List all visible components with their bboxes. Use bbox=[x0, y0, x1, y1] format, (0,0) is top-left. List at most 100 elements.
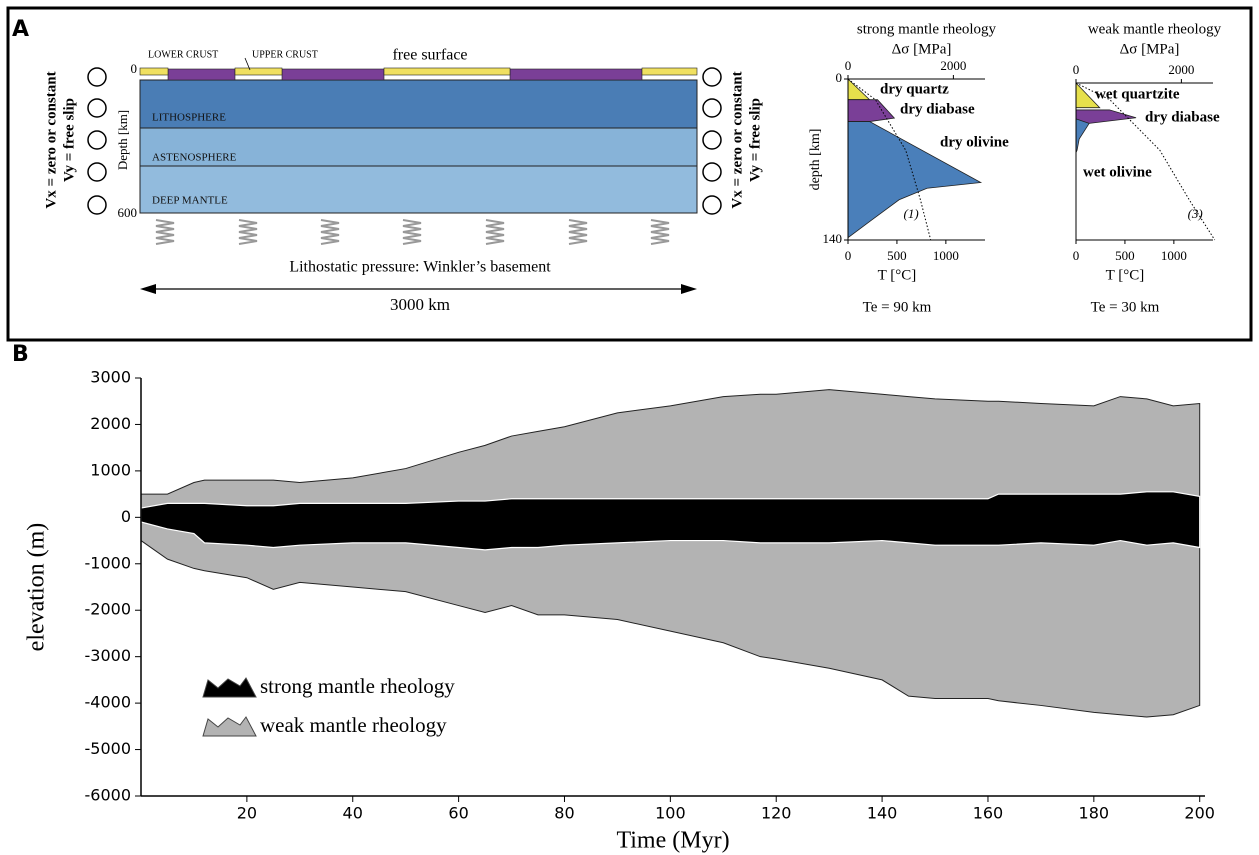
elevation-band bbox=[140, 491, 1201, 551]
x-tick-label: 200 bbox=[1184, 804, 1215, 823]
y-tick-label: -2000 bbox=[85, 600, 132, 619]
x2-axis-label: Δσ [MPa] bbox=[1120, 41, 1180, 57]
x-tick-label: 40 bbox=[343, 804, 363, 823]
envelope-label: dry diabase bbox=[900, 101, 975, 117]
x-tick-label: 140 bbox=[867, 804, 898, 823]
x-tick-label: 160 bbox=[973, 804, 1004, 823]
x-tick-label: 500 bbox=[1115, 248, 1135, 263]
spring bbox=[650, 219, 670, 245]
x-axis-label: T [°C] bbox=[1106, 267, 1145, 283]
envelope-label: dry quartz bbox=[880, 81, 949, 97]
upper-crust bbox=[383, 67, 511, 76]
roller bbox=[87, 98, 107, 118]
upper-crust bbox=[234, 67, 283, 76]
y-tick-label: 3000 bbox=[90, 368, 131, 387]
roller bbox=[87, 67, 107, 87]
x2-tick-label: 0 bbox=[845, 58, 852, 73]
roller bbox=[702, 195, 722, 215]
roller bbox=[87, 162, 107, 182]
boundary-condition: Vy = free slip bbox=[747, 98, 763, 182]
y-tick-label: -4000 bbox=[85, 693, 132, 712]
geotherm-label: (1) bbox=[904, 206, 919, 221]
x-tick-label: 100 bbox=[655, 804, 686, 823]
envelope-label: wet quartzite bbox=[1095, 86, 1180, 102]
layer-label: DEEP MANTLE bbox=[152, 195, 228, 207]
x2-tick-label: 2000 bbox=[1168, 62, 1194, 77]
upper-crust bbox=[641, 67, 698, 76]
upper-crust bbox=[139, 67, 169, 76]
deep-mantle bbox=[139, 165, 698, 214]
y-tick-label: -1000 bbox=[85, 553, 132, 572]
spring bbox=[238, 219, 258, 245]
geotherm bbox=[1075, 82, 1216, 241]
lower-crust bbox=[281, 68, 385, 81]
x-axis-label: T [°C] bbox=[878, 267, 917, 283]
astenosphere bbox=[139, 127, 698, 167]
roller bbox=[87, 195, 107, 215]
x-tick-label: 0 bbox=[1073, 248, 1080, 263]
chart-title: weak mantle rheology bbox=[1088, 21, 1222, 37]
legend-label: strong mantle rheology bbox=[260, 674, 455, 698]
roller bbox=[702, 130, 722, 150]
spring bbox=[568, 219, 588, 245]
x-tick-label: 0 bbox=[845, 248, 852, 263]
geotherm-label: (3) bbox=[1188, 206, 1203, 221]
x-axis-label: Time (Myr) bbox=[616, 828, 729, 854]
panel-label: A bbox=[12, 17, 29, 42]
y-tick-label: -6000 bbox=[85, 786, 132, 805]
lower-crust bbox=[167, 68, 236, 81]
lower-crust bbox=[509, 68, 643, 81]
layer-label: LOWER CRUST bbox=[148, 49, 218, 60]
free-surface: free surface bbox=[392, 47, 467, 64]
spring bbox=[320, 219, 340, 245]
x2-tick-label: 0 bbox=[1073, 62, 1080, 77]
spring bbox=[155, 219, 175, 245]
roller bbox=[87, 130, 107, 150]
y-tick-label: -5000 bbox=[85, 739, 132, 758]
envelope-label: dry olivine bbox=[940, 134, 1009, 150]
legend-label: weak mantle rheology bbox=[260, 713, 447, 737]
legend-swatch bbox=[202, 716, 257, 737]
x-tick-label: 1000 bbox=[933, 248, 959, 263]
depth-label: 600 bbox=[118, 205, 138, 220]
y-tick-label: 140 bbox=[823, 231, 843, 246]
x-tick-label: 80 bbox=[554, 804, 574, 823]
boundary-condition: Vx = zero or constant bbox=[729, 71, 745, 208]
x-tick-label: 60 bbox=[448, 804, 468, 823]
annotation: Te = 90 km bbox=[863, 299, 932, 315]
x-tick-label: 20 bbox=[237, 804, 257, 823]
geotherm bbox=[847, 78, 932, 241]
model: LOWER CRUST UPPER CRUST free surface LIT… bbox=[43, 47, 763, 314]
rheology-envelope bbox=[1075, 109, 1137, 124]
spring bbox=[485, 219, 505, 245]
layer-label: UPPER CRUST bbox=[252, 49, 318, 60]
depth-label: 0 bbox=[131, 61, 138, 76]
pointer bbox=[244, 57, 251, 71]
x-tick-label: 120 bbox=[761, 804, 792, 823]
layer-label: LITHOSPHERE bbox=[152, 112, 226, 124]
roller bbox=[702, 98, 722, 118]
axis-label: Depth [km] bbox=[115, 110, 130, 170]
y-axis-label: elevation (m) bbox=[24, 523, 50, 652]
panel-label: B bbox=[12, 342, 29, 367]
y-axis-label: depth [km] bbox=[808, 129, 823, 191]
roller bbox=[702, 67, 722, 87]
boundary-condition: Vx = zero or constant bbox=[43, 71, 59, 208]
y-tick-label: -3000 bbox=[85, 646, 132, 665]
roller bbox=[702, 162, 722, 182]
width-label: 3000 km bbox=[390, 295, 450, 314]
spring bbox=[402, 219, 422, 245]
x-tick-label: 1000 bbox=[1161, 248, 1187, 263]
x2-axis-label: Δσ [MPa] bbox=[892, 41, 952, 57]
x2-tick-label: 2000 bbox=[940, 58, 966, 73]
y-tick-label: 0 bbox=[121, 507, 131, 526]
x-tick-label: 180 bbox=[1079, 804, 1110, 823]
legend-swatch bbox=[202, 677, 257, 698]
x-tick-label: 500 bbox=[887, 248, 907, 263]
y-tick-label: 2000 bbox=[90, 414, 131, 433]
chart-title: strong mantle rheology bbox=[857, 21, 997, 37]
y-tick-label: 0 bbox=[836, 70, 843, 85]
envelope-label: wet olivine bbox=[1083, 164, 1152, 180]
annotation: Te = 30 km bbox=[1091, 299, 1160, 315]
